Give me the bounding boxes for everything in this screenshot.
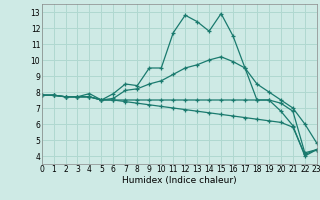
X-axis label: Humidex (Indice chaleur): Humidex (Indice chaleur) — [122, 176, 236, 185]
